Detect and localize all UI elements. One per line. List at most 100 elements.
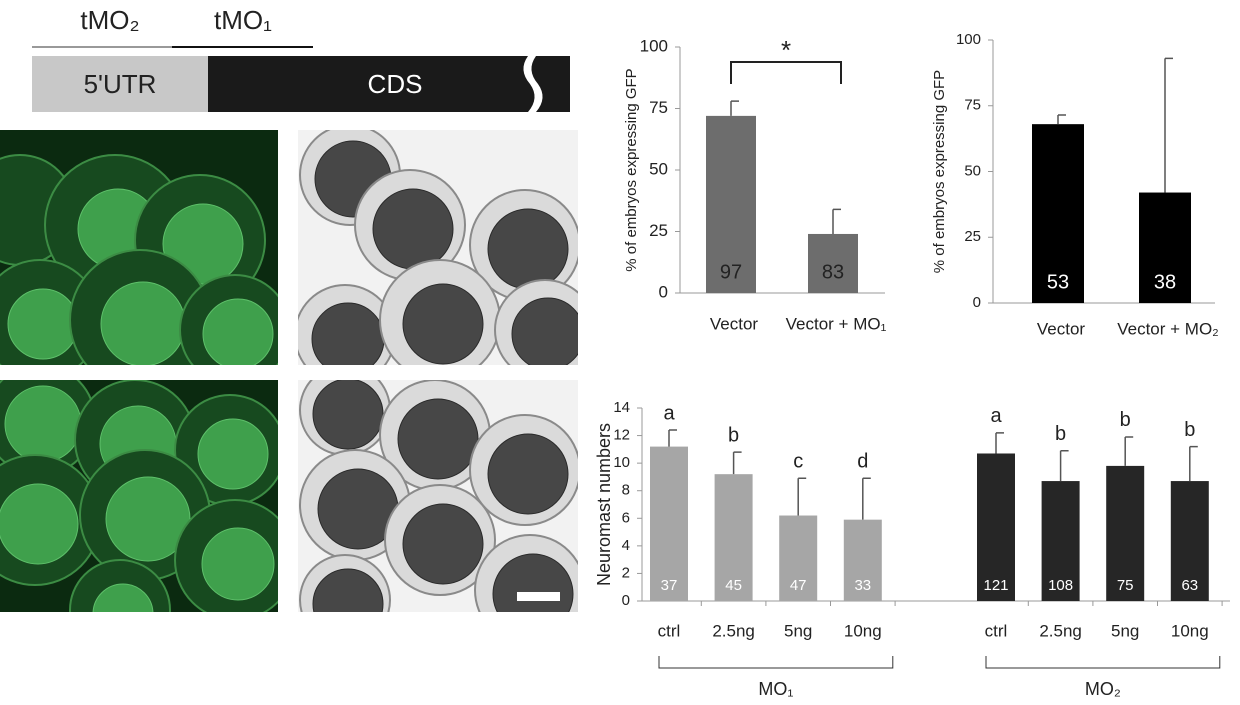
embryo-group bbox=[0, 380, 278, 612]
embryo-yolk bbox=[202, 298, 274, 365]
y-tick-label: 0 bbox=[622, 592, 630, 609]
embryo-yolk bbox=[312, 380, 384, 450]
embryo-group bbox=[299, 380, 578, 612]
error-bar bbox=[1057, 114, 1066, 125]
y-axis-label: Neuromast numbers bbox=[594, 423, 614, 586]
error-bar bbox=[1164, 57, 1173, 193]
n-label: 37 bbox=[661, 577, 678, 594]
tmo2-label: tMO₂ bbox=[80, 5, 139, 35]
embryo-yolk bbox=[311, 302, 385, 365]
error-bar bbox=[1189, 445, 1198, 482]
bar bbox=[706, 115, 756, 293]
x-tick-label: Vector bbox=[710, 314, 759, 333]
n-label: 38 bbox=[1154, 271, 1176, 293]
n-label: 83 bbox=[822, 261, 844, 283]
x-tick-label: Vector bbox=[1037, 319, 1086, 338]
group-bracket bbox=[658, 656, 894, 669]
n-label: 75 bbox=[1117, 577, 1134, 594]
utr-region bbox=[32, 56, 208, 112]
scale-bar bbox=[517, 592, 560, 601]
y-tick-label: 25 bbox=[964, 228, 981, 245]
y-tick-label: 0 bbox=[659, 282, 668, 301]
x-tick-label: 5ng bbox=[1111, 621, 1139, 640]
embryo-yolk bbox=[312, 568, 384, 612]
embryo-group bbox=[0, 154, 278, 365]
n-label: 121 bbox=[983, 577, 1008, 594]
y-tick-label: 50 bbox=[964, 162, 981, 179]
n-label: 47 bbox=[790, 577, 807, 594]
significance-bracket bbox=[730, 61, 842, 84]
y-tick-label: 14 bbox=[613, 399, 630, 416]
embryo-yolk bbox=[402, 283, 484, 365]
bar bbox=[650, 446, 688, 601]
embryo-yolk bbox=[0, 483, 79, 565]
y-tick-label: 100 bbox=[640, 36, 668, 55]
significance-mark: * bbox=[781, 35, 791, 65]
n-label: 63 bbox=[1181, 577, 1198, 594]
significance-letter: a bbox=[663, 402, 675, 424]
significance-letter: c bbox=[793, 451, 803, 473]
gene-diagram: tMO₂ tMO₁ 5'UTR CDS bbox=[32, 5, 570, 112]
bar bbox=[1139, 192, 1191, 303]
error-bar bbox=[797, 477, 807, 516]
group-label: MO₁ bbox=[758, 679, 793, 699]
embryo-yolk bbox=[397, 398, 479, 480]
n-label: 45 bbox=[725, 577, 742, 594]
embryo-yolk bbox=[511, 297, 578, 365]
y-axis-label: % of embryos expressing GFP bbox=[623, 68, 640, 271]
bar bbox=[779, 515, 818, 601]
n-label: 97 bbox=[720, 261, 742, 283]
bar bbox=[843, 519, 882, 601]
y-tick-label: 25 bbox=[649, 221, 668, 240]
embryo-yolk bbox=[100, 281, 186, 365]
significance-letter: d bbox=[857, 451, 868, 473]
bar bbox=[977, 453, 1015, 601]
bar bbox=[1032, 124, 1084, 303]
y-tick-label: 50 bbox=[649, 159, 668, 178]
n-label: 53 bbox=[1047, 271, 1069, 293]
y-tick-label: 6 bbox=[622, 509, 630, 526]
x-tick-label: 10ng bbox=[1171, 621, 1209, 640]
cds-label: CDS bbox=[368, 69, 423, 99]
group-label: MO₂ bbox=[1085, 679, 1121, 699]
bar bbox=[1170, 481, 1209, 601]
bar bbox=[1106, 465, 1145, 601]
y-tick-label: 75 bbox=[649, 98, 668, 117]
error-bar bbox=[732, 451, 742, 475]
y-tick-label: 4 bbox=[622, 537, 630, 554]
y-tick-label: 10 bbox=[613, 454, 630, 471]
bar bbox=[714, 474, 753, 601]
error-bar bbox=[1059, 449, 1069, 482]
y-axis-label: % of embryos expressing GFP bbox=[931, 70, 948, 273]
y-tick-label: 75 bbox=[964, 97, 981, 114]
x-tick-label: Vector + MO₂ bbox=[1117, 319, 1219, 338]
y-tick-label: 100 bbox=[956, 31, 981, 48]
bar bbox=[1041, 481, 1080, 601]
embryo-yolk bbox=[197, 418, 269, 490]
significance-letter: a bbox=[990, 405, 1002, 427]
embryo-yolk bbox=[4, 385, 82, 463]
embryo-group bbox=[298, 130, 578, 365]
x-tick-label: Vector + MO₁ bbox=[786, 314, 887, 333]
group-bracket bbox=[985, 656, 1221, 669]
n-label: 108 bbox=[1048, 577, 1073, 594]
embryo-yolk bbox=[201, 527, 275, 601]
bar bbox=[808, 233, 858, 293]
y-tick-label: 12 bbox=[613, 427, 630, 444]
x-tick-label: 5ng bbox=[784, 621, 812, 640]
error-bar bbox=[995, 432, 1004, 454]
significance-letter: b bbox=[1055, 423, 1066, 445]
x-tick-label: 10ng bbox=[844, 621, 882, 640]
significance-letter: b bbox=[1120, 409, 1131, 431]
error-bar bbox=[862, 477, 871, 520]
embryo-yolk bbox=[372, 188, 454, 270]
y-tick-label: 8 bbox=[622, 482, 630, 499]
x-tick-label: 2.5ng bbox=[712, 621, 755, 640]
embryo-yolk bbox=[487, 208, 569, 290]
error-bar bbox=[832, 208, 841, 234]
y-tick-label: 0 bbox=[973, 294, 981, 311]
tmo1-label: tMO₁ bbox=[214, 5, 272, 35]
embryos bbox=[0, 130, 578, 612]
embryo-yolk bbox=[7, 288, 79, 360]
